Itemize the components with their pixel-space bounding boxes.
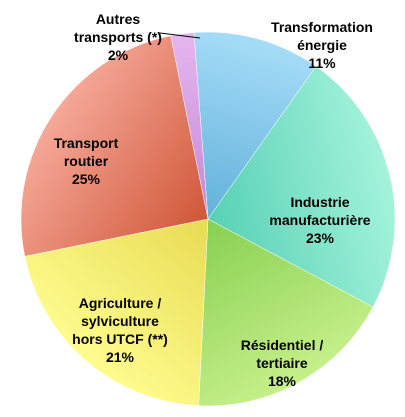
pie-label-value: 18% xyxy=(268,373,297,389)
pie-label-line: hors UTCF (**) xyxy=(72,331,168,347)
pie-label-value: 25% xyxy=(72,171,101,187)
pie-label-value: 11% xyxy=(308,55,336,71)
pie-label-line: Transport xyxy=(54,135,119,151)
pie-label-line: Agriculture / xyxy=(79,295,162,311)
pie-label-line: Autres xyxy=(96,11,141,27)
pie-label-line: manufacturière xyxy=(269,212,370,228)
pie-label-line: routier xyxy=(64,153,109,169)
pie-label-value: 2% xyxy=(108,47,129,63)
pie-label-line: énergie xyxy=(297,37,347,53)
pie-label-line: Résidentiel / xyxy=(241,337,324,353)
pie-label-value: 21% xyxy=(106,349,135,365)
pie-label-line: sylviculture xyxy=(81,313,159,329)
pie-label-line: Transformation xyxy=(271,19,373,35)
pie-label-line: Industrie xyxy=(290,194,349,210)
pie-label-line: tertiaire xyxy=(256,355,308,371)
pie-label-value: 23% xyxy=(306,230,335,246)
pie-label-line: transports (*) xyxy=(74,29,162,45)
